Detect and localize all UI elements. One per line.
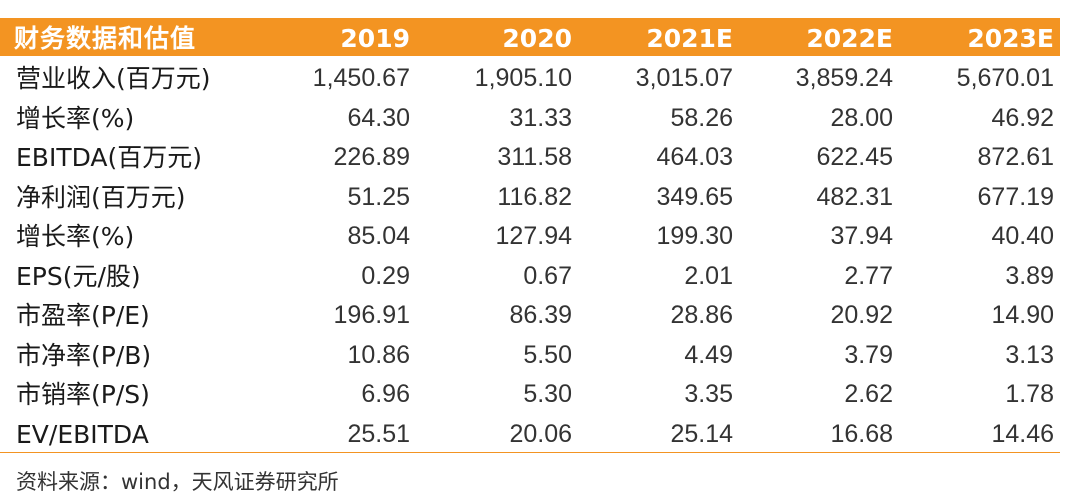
row-label: 市净率(P/B) bbox=[16, 341, 152, 370]
table-cell: 10.86 bbox=[347, 341, 410, 369]
table-cell: 622.45 bbox=[816, 143, 893, 171]
table-cell: 51.25 bbox=[347, 183, 410, 211]
table-cell: 3.35 bbox=[684, 380, 733, 408]
table-cell: 196.91 bbox=[333, 301, 410, 329]
row-label: 市销率(P/S) bbox=[16, 380, 150, 409]
table-cell: 14.46 bbox=[991, 420, 1054, 448]
table-cell: 3,015.07 bbox=[635, 64, 733, 92]
table-cell: 464.03 bbox=[656, 143, 733, 171]
table-cell: 2.01 bbox=[684, 262, 733, 290]
table-cell: 16.68 bbox=[830, 420, 893, 448]
table-cell: 1.78 bbox=[1005, 380, 1054, 408]
table-cell: 5,670.01 bbox=[956, 64, 1054, 92]
row-label: 增长率(%) bbox=[16, 222, 135, 251]
table-cell: 199.30 bbox=[656, 222, 733, 250]
table-cell: 5.50 bbox=[523, 341, 572, 369]
table-title: 财务数据和估值 bbox=[14, 24, 197, 53]
table-bottom-rule bbox=[0, 452, 1060, 453]
row-label: EBITDA(百万元) bbox=[16, 143, 203, 172]
table-cell: 1,450.67 bbox=[312, 64, 410, 92]
table-cell: 5.30 bbox=[523, 380, 572, 408]
table-cell: 0.67 bbox=[523, 262, 572, 290]
source-note: 资料来源：wind，天风证券研究所 bbox=[16, 470, 339, 494]
table-cell: 677.19 bbox=[977, 183, 1054, 211]
table-cell: 46.92 bbox=[991, 104, 1054, 132]
table-cell: 116.82 bbox=[497, 183, 572, 211]
table-cell: 25.51 bbox=[347, 420, 410, 448]
table-cell: 64.30 bbox=[347, 104, 410, 132]
table-cell: 226.89 bbox=[333, 143, 410, 171]
table-cell: 3.13 bbox=[1005, 341, 1054, 369]
table-cell: 2.62 bbox=[844, 380, 893, 408]
table-cell: 6.96 bbox=[361, 380, 410, 408]
table-cell: 31.33 bbox=[509, 104, 572, 132]
header-year-2023e: 2023E bbox=[967, 24, 1054, 53]
table-cell: 40.40 bbox=[991, 222, 1054, 250]
table-cell: 1,905.10 bbox=[474, 64, 572, 92]
row-label: EPS(元/股) bbox=[16, 262, 141, 291]
table-cell: 4.49 bbox=[684, 341, 733, 369]
table-header-bar bbox=[0, 18, 1060, 56]
table-cell: 86.39 bbox=[509, 301, 572, 329]
table-cell: 28.86 bbox=[670, 301, 733, 329]
table-cell: 20.92 bbox=[830, 301, 893, 329]
row-label: 净利润(百万元) bbox=[16, 183, 186, 212]
row-label: 增长率(%) bbox=[16, 104, 135, 133]
table-cell: 20.06 bbox=[509, 420, 572, 448]
header-year-2022e: 2022E bbox=[806, 24, 893, 53]
table-cell: 3,859.24 bbox=[795, 64, 893, 92]
table-cell: 0.29 bbox=[361, 262, 410, 290]
row-label: 市盈率(P/E) bbox=[16, 301, 150, 330]
table-cell: 127.94 bbox=[495, 222, 572, 250]
table-cell: 3.89 bbox=[1005, 262, 1054, 290]
header-year-2021e: 2021E bbox=[646, 24, 733, 53]
table-cell: 58.26 bbox=[670, 104, 733, 132]
table-cell: 3.79 bbox=[844, 341, 893, 369]
row-label: EV/EBITDA bbox=[16, 420, 149, 449]
table-cell: 28.00 bbox=[830, 104, 893, 132]
table-cell: 85.04 bbox=[347, 222, 410, 250]
table-cell: 25.14 bbox=[670, 420, 733, 448]
table-cell: 14.90 bbox=[991, 301, 1054, 329]
table-cell: 872.61 bbox=[977, 143, 1054, 171]
table-cell: 2.77 bbox=[844, 262, 893, 290]
header-year-2019: 2019 bbox=[340, 24, 410, 53]
row-label: 营业收入(百万元) bbox=[16, 64, 211, 93]
header-year-2020: 2020 bbox=[502, 24, 572, 53]
table-cell: 311.58 bbox=[497, 143, 572, 171]
table-cell: 37.94 bbox=[830, 222, 893, 250]
table-cell: 482.31 bbox=[816, 183, 893, 211]
table-cell: 349.65 bbox=[656, 183, 733, 211]
